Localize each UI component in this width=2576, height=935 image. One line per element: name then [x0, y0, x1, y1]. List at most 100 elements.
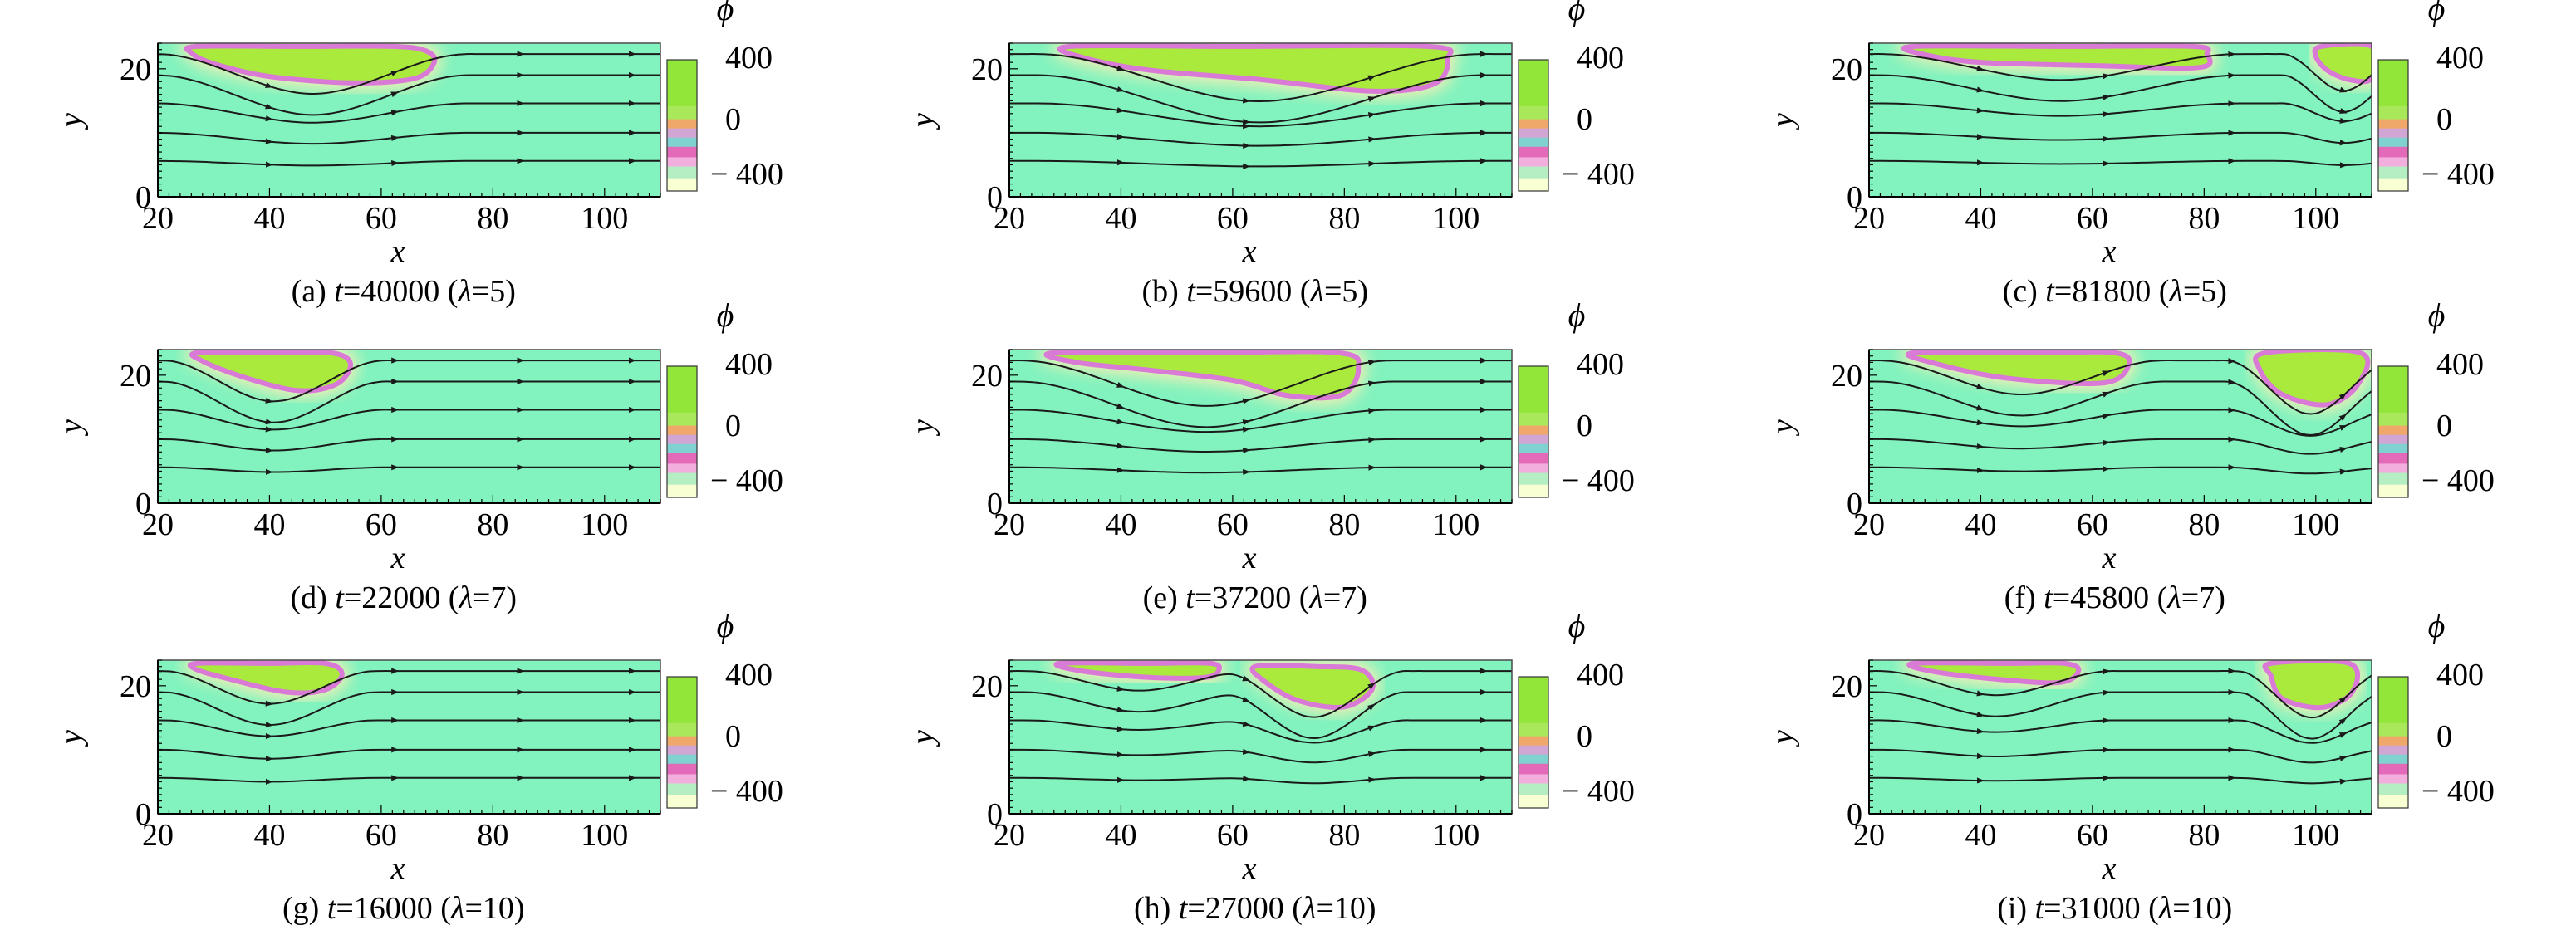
- colorbar-tick-label: − 400: [710, 463, 783, 498]
- colorbar-tick-label: − 400: [2421, 463, 2495, 498]
- streamline: [1869, 74, 2372, 113]
- y-tick-label: 20: [120, 359, 151, 394]
- panel-caption: (g) t=16000 (λ=10): [282, 891, 525, 926]
- colorbar: ϕ 400 0 − 400: [1518, 296, 1635, 498]
- colorbar-tick-label: 400: [725, 41, 773, 76]
- streamline: [1009, 159, 1512, 168]
- colorbar-segment: [667, 178, 697, 192]
- streamline: [1869, 359, 2372, 415]
- droplet-2: [2312, 43, 2372, 85]
- colorbar-tick-label: 0: [725, 102, 741, 137]
- y-tick-label: 0: [135, 180, 151, 215]
- colorbar-tick-label: 0: [2436, 409, 2452, 443]
- colorbar-segment: [667, 165, 697, 179]
- colorbar-segment: [1519, 443, 1548, 453]
- colorbar-segment: [667, 453, 697, 464]
- colorbar-segment: [667, 782, 697, 795]
- x-tick-label: 60: [1217, 507, 1249, 542]
- panel-caption: (b) t=59600 (λ=5): [1142, 274, 1369, 309]
- colorbar-segment: [1519, 425, 1548, 435]
- droplet-2: [2253, 350, 2371, 408]
- streamline: [158, 131, 660, 145]
- colorbar-segment: [2378, 128, 2408, 138]
- x-tick-label: 40: [253, 818, 285, 853]
- x-tick-label: 20: [142, 201, 174, 236]
- colorbar-segment: [2378, 425, 2408, 435]
- x-tick-label: 20: [142, 818, 174, 853]
- y-tick-label: 20: [1831, 669, 1862, 704]
- streamline: [1009, 74, 1512, 124]
- colorbar-symbol: ϕ: [717, 0, 734, 27]
- colorbar-segment: [667, 412, 697, 426]
- colorbar-segment: [667, 795, 697, 809]
- streamline: [158, 102, 660, 124]
- streamline: [158, 409, 660, 431]
- colorbar-segment: [2378, 434, 2408, 444]
- streamline: [1009, 360, 1512, 407]
- colorbar-segment: [1519, 677, 1548, 723]
- y-axis-label: y: [905, 419, 940, 437]
- x-tick-label: 20: [1853, 507, 1885, 542]
- x-axis-label: x: [1242, 851, 1257, 886]
- x-tick-label: 100: [2292, 507, 2339, 542]
- streamline: [158, 359, 660, 403]
- colorbar-segment: [667, 434, 697, 444]
- x-tick-label: 80: [2188, 201, 2220, 236]
- colorbar-segment: [2378, 412, 2408, 426]
- x-tick-label: 40: [1965, 507, 1996, 542]
- y-axis-label: y: [905, 113, 940, 130]
- panel-caption: (i) t=31000 (λ=10): [1997, 891, 2232, 926]
- x-tick-label: 100: [1432, 507, 1479, 542]
- x-tick-label: 100: [581, 201, 628, 236]
- colorbar-symbol: ϕ: [717, 607, 734, 644]
- y-tick-label: 20: [120, 669, 151, 704]
- streamline: [1009, 776, 1512, 785]
- y-tick-label: 0: [1847, 180, 1862, 215]
- colorbar-segment: [1519, 366, 1548, 413]
- y-axis-label: y: [1765, 419, 1800, 437]
- colorbar-segment: [2378, 453, 2408, 464]
- colorbar-segment: [2378, 137, 2408, 147]
- x-tick-label: 60: [2077, 201, 2108, 236]
- panel-caption: (c) t=81800 (λ=5): [2003, 274, 2227, 309]
- y-tick-label: 0: [987, 180, 1003, 215]
- colorbar-tick-label: 400: [2436, 347, 2484, 382]
- streamline: [1869, 719, 2372, 744]
- colorbar-segment: [2378, 736, 2408, 746]
- colorbar-tick-label: 400: [1577, 347, 1624, 382]
- streamline: [158, 53, 660, 95]
- colorbar-segment: [667, 128, 697, 138]
- streamline: [1869, 438, 2372, 455]
- y-axis-label: y: [1765, 730, 1800, 747]
- colorbar-segment: [667, 484, 697, 498]
- y-axis-label: y: [54, 419, 89, 437]
- y-axis-label: y: [54, 730, 89, 747]
- x-tick-label: 20: [142, 507, 174, 542]
- x-tick-label: 100: [581, 818, 628, 853]
- streamline: [158, 466, 660, 473]
- droplet-1: [1057, 43, 1454, 94]
- colorbar-segment: [1519, 463, 1548, 473]
- x-tick-label: 20: [994, 818, 1025, 853]
- droplet-1: [184, 43, 438, 86]
- x-tick-label: 100: [2292, 818, 2339, 853]
- x-axis-label: x: [2102, 541, 2117, 575]
- x-tick-label: 60: [366, 818, 397, 853]
- y-tick-label: 20: [971, 52, 1003, 87]
- colorbar-segment: [1519, 146, 1548, 158]
- y-axis-label: y: [905, 730, 940, 747]
- streamline: [1009, 438, 1512, 453]
- streamline: [1869, 466, 2372, 475]
- colorbar-symbol: ϕ: [2428, 0, 2446, 27]
- panel-caption: (a) t=40000 (λ=5): [292, 274, 516, 309]
- colorbar-symbol: ϕ: [717, 296, 734, 334]
- colorbar-segment: [1519, 782, 1548, 795]
- x-tick-label: 80: [477, 818, 508, 853]
- colorbar: ϕ 400 0 − 400: [2377, 0, 2495, 192]
- colorbar-segment: [2378, 754, 2408, 764]
- colorbar-segment: [2378, 472, 2408, 485]
